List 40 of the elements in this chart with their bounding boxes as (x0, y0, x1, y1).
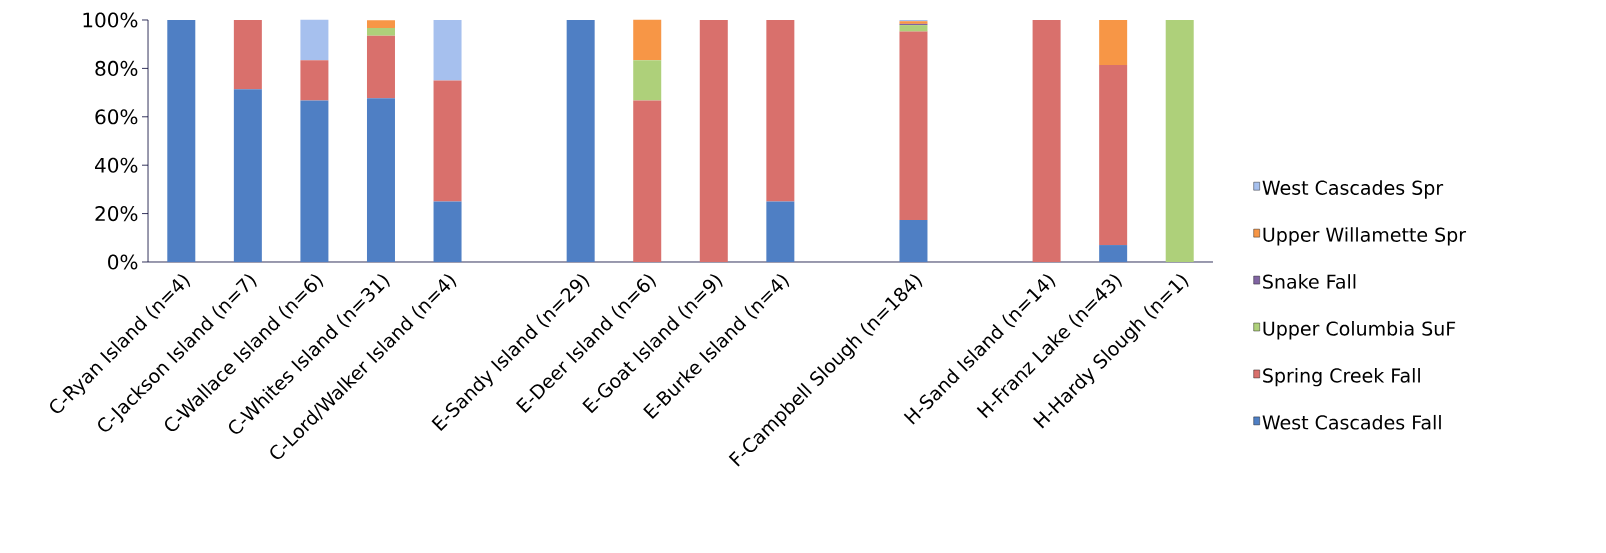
legend-label: West Cascades Spr (1262, 180, 1444, 199)
y-tick-label: 100% (83, 12, 138, 28)
bar (766, 201, 795, 262)
bar (633, 60, 662, 101)
bar (233, 19, 262, 90)
bar (899, 219, 928, 262)
bar (433, 19, 462, 81)
y-tick-label: 80% (95, 60, 138, 76)
y-tick-label: 20% (95, 206, 138, 222)
bar (366, 27, 395, 36)
bar (1165, 19, 1194, 262)
bar (300, 19, 329, 61)
bar (899, 31, 928, 220)
bar (1099, 245, 1128, 262)
bar (899, 25, 928, 32)
bar (300, 60, 329, 101)
legend-label: Spring Creek Fall (1263, 367, 1420, 387)
legend-label: Upper Willamette Spr (1263, 227, 1467, 246)
bar (1032, 19, 1061, 262)
bar (766, 19, 795, 202)
legend-label: Upper Columbia SuF (1263, 321, 1456, 340)
bar (566, 19, 595, 262)
y-tick-label: 60% (95, 109, 138, 125)
bar (366, 35, 395, 99)
bar (233, 89, 262, 262)
y-tick-label: 0% (108, 254, 138, 270)
bar (300, 100, 329, 262)
bar (433, 80, 462, 202)
bar (167, 19, 196, 262)
legend-label: Snake Fall (1263, 274, 1356, 289)
legend-label: West Cascades Fall (1262, 414, 1441, 430)
bar (699, 19, 728, 262)
bar (633, 19, 662, 61)
bar (366, 20, 395, 28)
bar (633, 100, 662, 262)
bar (433, 201, 462, 262)
y-tick-label: 40% (95, 157, 138, 173)
bar (1099, 65, 1128, 246)
bar (1099, 19, 1128, 65)
bar (366, 98, 395, 262)
